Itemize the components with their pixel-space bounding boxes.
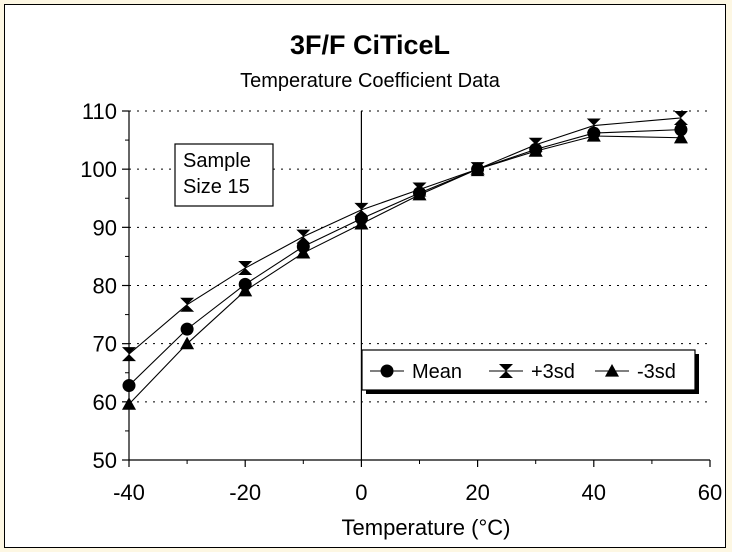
- legend-marker-0: [380, 364, 394, 378]
- x-tick-label: -20: [229, 480, 261, 505]
- data-point-1-9: [673, 110, 688, 125]
- series-layer: [122, 110, 688, 410]
- series-line-0: [128, 129, 681, 386]
- series-line-2: [128, 135, 681, 405]
- x-tick-label: 60: [698, 480, 722, 505]
- data-point-1-4: [354, 202, 369, 217]
- sample-size-note: Sample Size 15: [174, 143, 274, 207]
- legend-marker-2: [605, 364, 619, 377]
- legend: Mean +3sd -3sd: [361, 349, 699, 394]
- y-tick-label: 110: [82, 99, 117, 124]
- data-point-2-1: [180, 336, 195, 350]
- legend-label-1: +3sd: [531, 361, 575, 383]
- data-point-1-2: [238, 261, 253, 276]
- chart-svg: 3F/F CiTiceL Temperature Coefficient Dat…: [80, 30, 722, 540]
- y-tick-label: 90: [93, 215, 117, 240]
- x-tick-label: -40: [113, 480, 145, 505]
- legend-label-0: Mean: [412, 361, 462, 383]
- note-line-1: Sample: [183, 150, 251, 172]
- data-point-2-3: [296, 245, 311, 259]
- chart-subtitle: Temperature Coefficient Data: [240, 70, 501, 92]
- x-tick-label: 40: [582, 480, 606, 505]
- data-point-2-6: [470, 162, 485, 175]
- y-tick-label: 50: [93, 448, 117, 473]
- x-tick-label: 0: [355, 480, 367, 505]
- data-point-2-5: [412, 187, 427, 201]
- data-point-2-9: [673, 130, 688, 144]
- x-axis-label: Temperature (°C): [342, 515, 511, 540]
- note-line-2: Size 15: [183, 176, 250, 198]
- data-point-2-8: [586, 129, 601, 142]
- data-point-2-2: [238, 283, 253, 297]
- x-tick-label: 20: [465, 480, 489, 505]
- data-point-2-0: [122, 397, 136, 410]
- axes-layer: 50 60 70 80 90 100 110 -40 -20 0 20 40 60: [80, 99, 722, 505]
- data-point-1-0: [122, 347, 136, 362]
- y-tick-label: 80: [93, 274, 117, 299]
- chart-frame: 3F/F CiTiceL Temperature Coefficient Dat…: [4, 4, 726, 548]
- legend-box: [361, 349, 696, 391]
- data-point-1-1: [180, 297, 195, 312]
- y-tick-label: 60: [93, 390, 117, 415]
- data-point-2-7: [528, 144, 543, 157]
- legend-marker-1: [499, 364, 513, 378]
- data-point-0-9: [674, 123, 688, 137]
- data-point-2-4: [354, 216, 369, 230]
- data-point-0-1: [180, 322, 194, 336]
- legend-label-2: -3sd: [637, 361, 676, 383]
- y-tick-label: 70: [93, 332, 117, 357]
- data-point-1-3: [296, 229, 311, 244]
- y-tick-label: 100: [80, 157, 117, 182]
- data-point-1-8: [586, 118, 601, 133]
- data-point-0-0: [122, 379, 136, 393]
- chart-title: 3F/F CiTiceL: [290, 30, 450, 60]
- series-line-1: [128, 117, 681, 355]
